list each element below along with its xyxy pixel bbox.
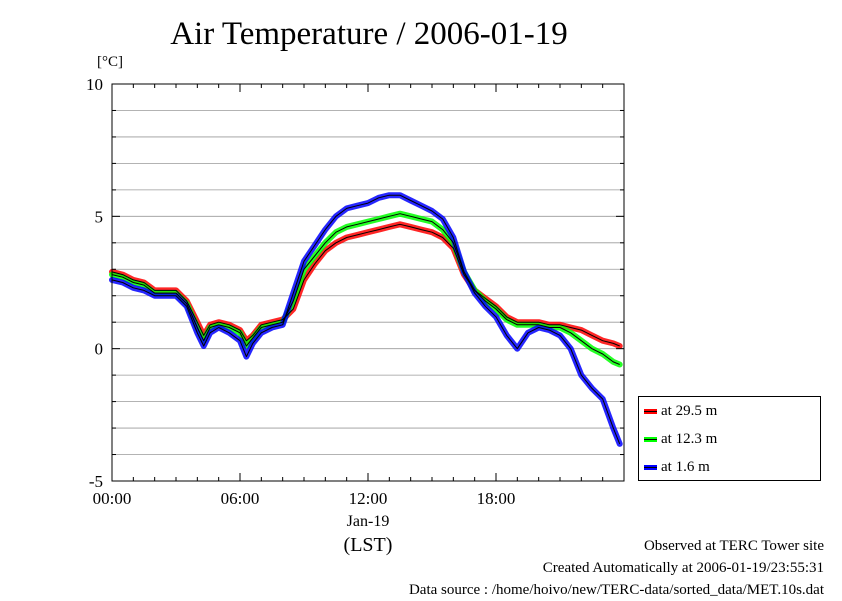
legend-label: at 12.3 m xyxy=(661,430,718,447)
series-line-1 xyxy=(111,213,620,365)
legend-swatch-blue xyxy=(644,464,657,470)
y-tick-label: 10 xyxy=(86,75,103,94)
footer: Observed at TERC Tower site Created Auto… xyxy=(409,535,824,601)
legend-item: at 1.6 m xyxy=(644,457,710,477)
tick-layer: 10 5 0 -500:00 06:00 12:00 18:00 xyxy=(86,75,625,508)
x-tick-label: 18:00 xyxy=(477,489,516,508)
legend: at 29.5 m at 12.3 m at 1.6 m xyxy=(638,396,821,481)
footer-created: Created Automatically at 2006-01-19/23:5… xyxy=(542,560,824,576)
series-line-0 xyxy=(111,223,620,347)
footer-source: Data source : /home/hoivo/new/TERC-data/… xyxy=(408,582,824,598)
series-layer xyxy=(109,192,623,447)
series-line-2 xyxy=(111,194,621,445)
legend-label: at 29.5 m xyxy=(661,402,718,419)
chart-title: Air Temperature / 2006-01-19 xyxy=(170,16,568,52)
legend-swatch-red xyxy=(644,408,657,414)
y-tick-label: 5 xyxy=(95,207,104,226)
x-date-label: Jan-19 xyxy=(347,513,390,530)
x-axis-label: (LST) xyxy=(344,534,393,556)
legend-item: at 29.5 m xyxy=(644,401,717,421)
x-tick-label: 12:00 xyxy=(349,489,388,508)
plot-frame xyxy=(111,83,625,482)
legend-swatch-green xyxy=(644,436,657,442)
y-tick-label: 0 xyxy=(95,340,104,359)
x-tick-label: 00:00 xyxy=(93,489,132,508)
y-tick-label: -5 xyxy=(89,472,103,491)
footer-observed: Observed at TERC Tower site xyxy=(643,538,824,554)
grid-layer xyxy=(112,110,624,455)
legend-label: at 1.6 m xyxy=(661,458,710,475)
legend-item: at 12.3 m xyxy=(644,429,717,449)
x-tick-label: 06:00 xyxy=(221,489,260,508)
y-axis-unit: [°C] xyxy=(97,54,123,70)
series-band-1 xyxy=(109,210,623,368)
